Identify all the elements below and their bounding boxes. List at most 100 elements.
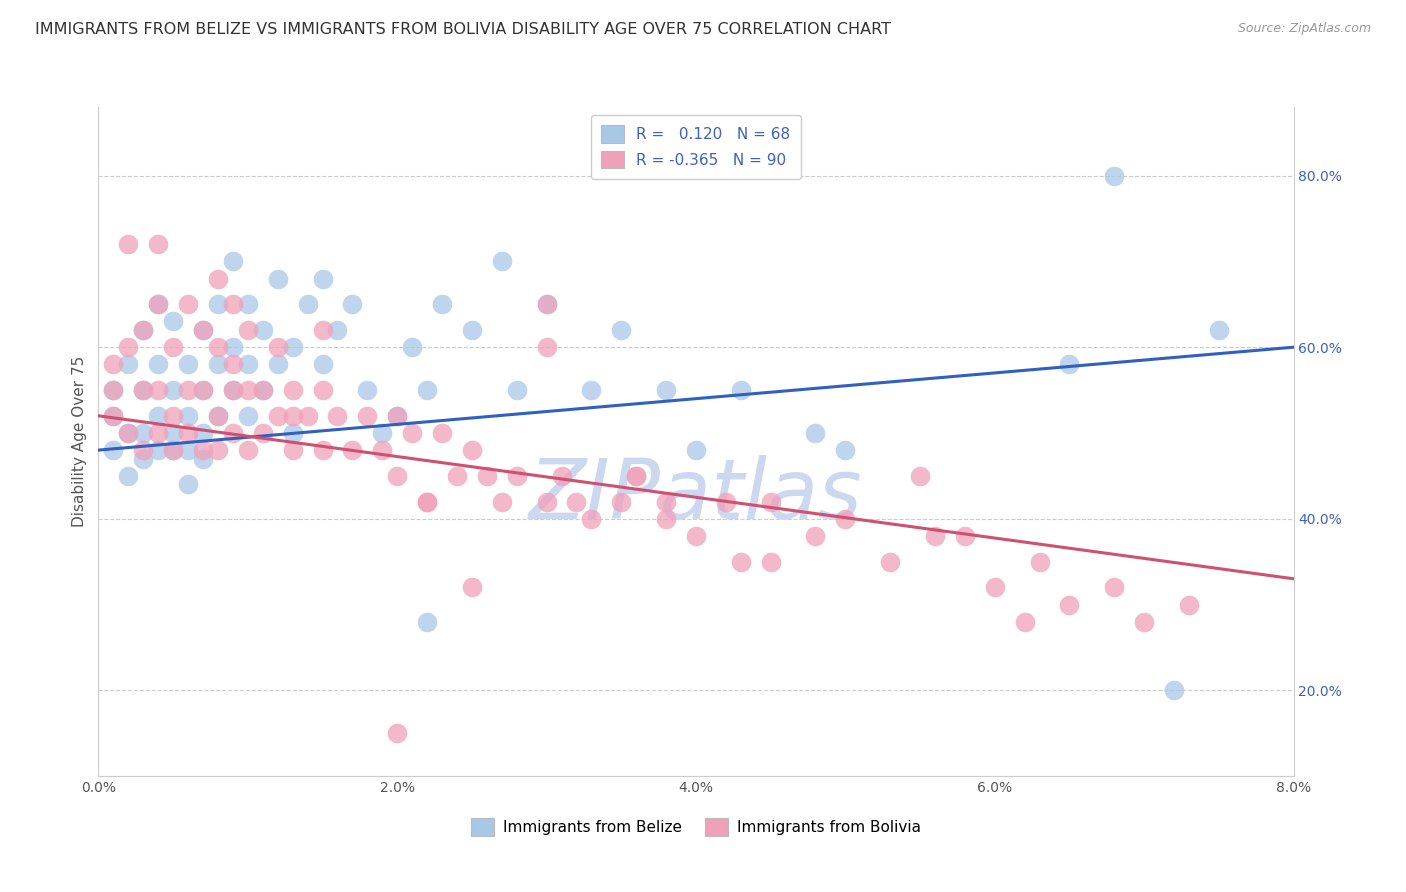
Point (148, 425, 170, 440)
Point (148, 357, 170, 371)
Point (162, 443, 184, 458)
Point (550, 468, 572, 483)
Point (132, 451, 155, 466)
Point (416, 383, 439, 397)
Point (207, 443, 229, 458)
Point (222, 383, 245, 397)
Point (103, 357, 125, 371)
Point (162, 425, 184, 440)
Point (222, 425, 245, 440)
Point (117, 468, 139, 483)
Point (148, 383, 170, 397)
Point (267, 271, 290, 285)
Point (103, 383, 125, 397)
Point (804, 425, 827, 440)
Point (117, 425, 139, 440)
Point (252, 383, 274, 397)
Point (162, 443, 184, 458)
Point (311, 443, 333, 458)
Point (385, 468, 409, 483)
Point (1059, 598, 1081, 612)
Point (252, 323, 274, 337)
Point (446, 468, 468, 483)
Point (924, 529, 946, 543)
Point (461, 580, 484, 594)
Legend: Immigrants from Belize, Immigrants from Bolivia: Immigrants from Belize, Immigrants from … (465, 812, 927, 842)
Point (655, 494, 678, 508)
Point (191, 425, 214, 440)
Point (132, 425, 155, 440)
Point (236, 323, 259, 337)
Point (371, 425, 394, 440)
Point (252, 383, 274, 397)
Point (730, 383, 752, 397)
Text: IMMIGRANTS FROM BELIZE VS IMMIGRANTS FROM BOLIVIA DISABILITY AGE OVER 75 CORRELA: IMMIGRANTS FROM BELIZE VS IMMIGRANTS FRO… (35, 22, 891, 37)
Point (461, 323, 484, 337)
Point (177, 425, 200, 440)
Point (132, 323, 155, 337)
Point (491, 254, 513, 268)
Point (207, 409, 229, 423)
Point (1014, 615, 1036, 629)
Point (371, 443, 394, 458)
Point (191, 451, 214, 466)
Point (162, 409, 184, 423)
Point (1208, 323, 1230, 337)
Point (117, 357, 139, 371)
Point (1104, 580, 1126, 594)
Point (655, 383, 678, 397)
Point (430, 297, 453, 311)
Point (103, 409, 125, 423)
Point (191, 383, 214, 397)
Point (610, 494, 633, 508)
Point (401, 340, 423, 354)
Point (536, 297, 558, 311)
Point (236, 409, 259, 423)
Point (117, 340, 139, 354)
Point (207, 357, 229, 371)
Point (297, 409, 319, 423)
Point (879, 555, 901, 569)
Point (759, 555, 782, 569)
Point (1163, 683, 1185, 698)
Point (281, 409, 304, 423)
Point (759, 494, 782, 508)
Point (236, 357, 259, 371)
Point (191, 383, 214, 397)
Point (610, 323, 633, 337)
Point (191, 323, 214, 337)
Point (148, 409, 170, 423)
Point (626, 468, 648, 483)
Point (281, 340, 304, 354)
Point (714, 494, 737, 508)
Point (132, 383, 155, 397)
Point (685, 443, 707, 458)
Point (267, 357, 290, 371)
Point (103, 383, 125, 397)
Point (730, 555, 752, 569)
Point (297, 297, 319, 311)
Point (132, 383, 155, 397)
Point (132, 323, 155, 337)
Point (506, 468, 529, 483)
Point (326, 409, 349, 423)
Point (177, 383, 200, 397)
Point (506, 383, 529, 397)
Point (267, 340, 290, 354)
Point (1178, 598, 1201, 612)
Point (177, 409, 200, 423)
Point (908, 468, 931, 483)
Point (1028, 555, 1050, 569)
Point (207, 297, 229, 311)
Point (565, 494, 588, 508)
Point (581, 512, 603, 526)
Point (148, 237, 170, 252)
Point (311, 357, 333, 371)
Point (252, 425, 274, 440)
Point (536, 494, 558, 508)
Point (177, 357, 200, 371)
Point (536, 297, 558, 311)
Point (132, 443, 155, 458)
Point (162, 314, 184, 328)
Point (1133, 615, 1156, 629)
